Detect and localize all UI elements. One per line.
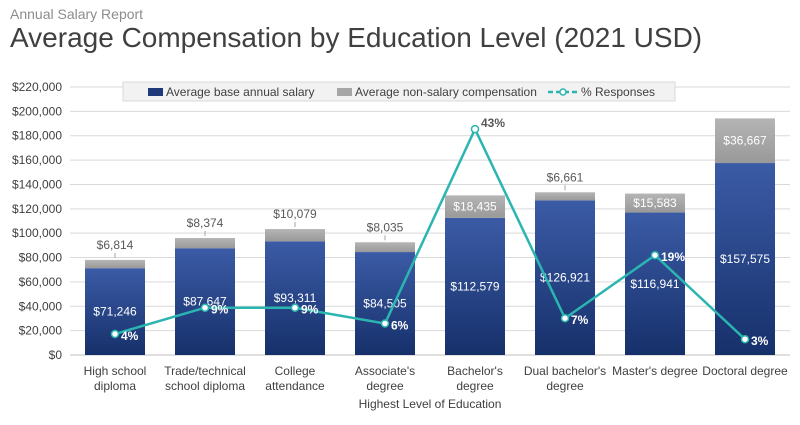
responses-point (290, 303, 300, 312)
bar-non-salary (175, 238, 235, 249)
y-tick-label: $160,000 (12, 153, 62, 167)
data-label-non-salary: $6,814 (97, 238, 134, 252)
data-label-non-salary: $18,435 (453, 200, 497, 214)
responses-label: 4% (121, 329, 139, 343)
responses-point (650, 250, 660, 260)
x-tick-label: Dual bachelor's (524, 364, 606, 378)
responses-label: 3% (751, 334, 769, 348)
y-tick-label: $80,000 (19, 251, 63, 265)
x-tick-label: diploma (94, 379, 136, 393)
data-label-base-salary: $126,921 (540, 271, 590, 285)
x-axis-title: Highest Level of Education (359, 397, 502, 411)
bar-non-salary (85, 259, 145, 269)
x-tick-label: Bachelor's (447, 364, 503, 378)
x-tick-label: Doctoral degree (702, 364, 788, 378)
data-label-base-salary: $116,941 (630, 277, 679, 291)
x-tick-label: school diploma (165, 379, 245, 393)
data-label-base-salary: $71,246 (93, 305, 137, 319)
legend-label-non-salary: Average non-salary compensation (355, 85, 537, 99)
data-label-non-salary: $15,583 (633, 196, 677, 210)
y-tick-label: $0 (49, 348, 63, 362)
data-label-non-salary: $10,079 (273, 207, 317, 221)
report-subtitle: Annual Salary Report (10, 6, 144, 22)
bar-non-salary (715, 118, 775, 164)
y-tick-label: $40,000 (19, 299, 63, 313)
responses-label: 9% (211, 303, 229, 317)
data-label-non-salary: $8,374 (187, 216, 224, 230)
responses-label: 43% (481, 116, 505, 130)
data-label-base-salary: $93,311 (274, 291, 317, 305)
x-tick-label: attendance (265, 379, 325, 393)
responses-label: 9% (301, 303, 319, 317)
responses-point (380, 319, 390, 328)
legend-label-base-salary: Average base annual salary (166, 85, 315, 99)
responses-point (560, 313, 570, 323)
x-tick-label: High school (84, 364, 147, 378)
y-tick-label: $180,000 (12, 129, 62, 143)
bar-non-salary (355, 242, 415, 253)
data-label-non-salary: $36,667 (723, 134, 767, 148)
bar-base-salary (85, 268, 145, 355)
y-tick-label: $220,000 (12, 80, 62, 94)
y-tick-label: $20,000 (19, 324, 63, 338)
responses-label: 6% (391, 318, 409, 332)
legend-swatch-base-salary (148, 88, 163, 96)
responses-point (740, 334, 750, 344)
data-label-base-salary: $84,505 (363, 297, 407, 311)
bar-base-salary (355, 252, 415, 355)
bar-base-salary (265, 241, 325, 355)
x-tick-label: degree (366, 379, 404, 393)
x-tick-label: College (275, 364, 316, 378)
chart-title: Average Compensation by Education Level … (10, 22, 703, 53)
data-label-base-salary: $157,575 (720, 252, 770, 266)
responses-label: 7% (571, 313, 589, 327)
y-tick-label: $200,000 (12, 104, 62, 118)
bar-base-salary (715, 163, 775, 355)
legend-label-responses: % Responses (581, 85, 655, 99)
data-label-non-salary: $8,035 (367, 220, 404, 234)
y-tick-label: $60,000 (19, 275, 63, 289)
bar-non-salary (265, 229, 325, 242)
data-label-base-salary: $112,579 (450, 279, 499, 293)
bar-non-salary (535, 192, 595, 201)
y-tick-label: $120,000 (12, 202, 62, 216)
data-label-non-salary: $6,661 (547, 170, 584, 184)
bar-base-salary (445, 217, 505, 355)
legend-box (122, 81, 676, 102)
bar-non-salary (625, 193, 685, 213)
bar-base-salary (175, 248, 235, 355)
x-tick-label: degree (546, 379, 584, 393)
data-label-base-salary: $87,647 (183, 295, 227, 309)
y-tick-label: $100,000 (12, 226, 62, 240)
responses-point (110, 329, 120, 339)
legend-swatch-non-salary (337, 88, 352, 96)
responses-label: 19% (661, 250, 685, 264)
bar-base-salary (625, 212, 685, 355)
x-tick-label: Associate's (355, 364, 415, 378)
responses-line (114, 126, 746, 341)
responses-point (470, 124, 480, 134)
x-tick-label: Master's degree (612, 364, 698, 378)
y-tick-label: $140,000 (12, 177, 62, 191)
bar-non-salary (445, 195, 505, 218)
legend-marker-responses (559, 88, 567, 96)
responses-point (200, 303, 210, 312)
x-tick-label: degree (456, 379, 494, 393)
x-tick-label: Trade/technical (164, 364, 246, 378)
